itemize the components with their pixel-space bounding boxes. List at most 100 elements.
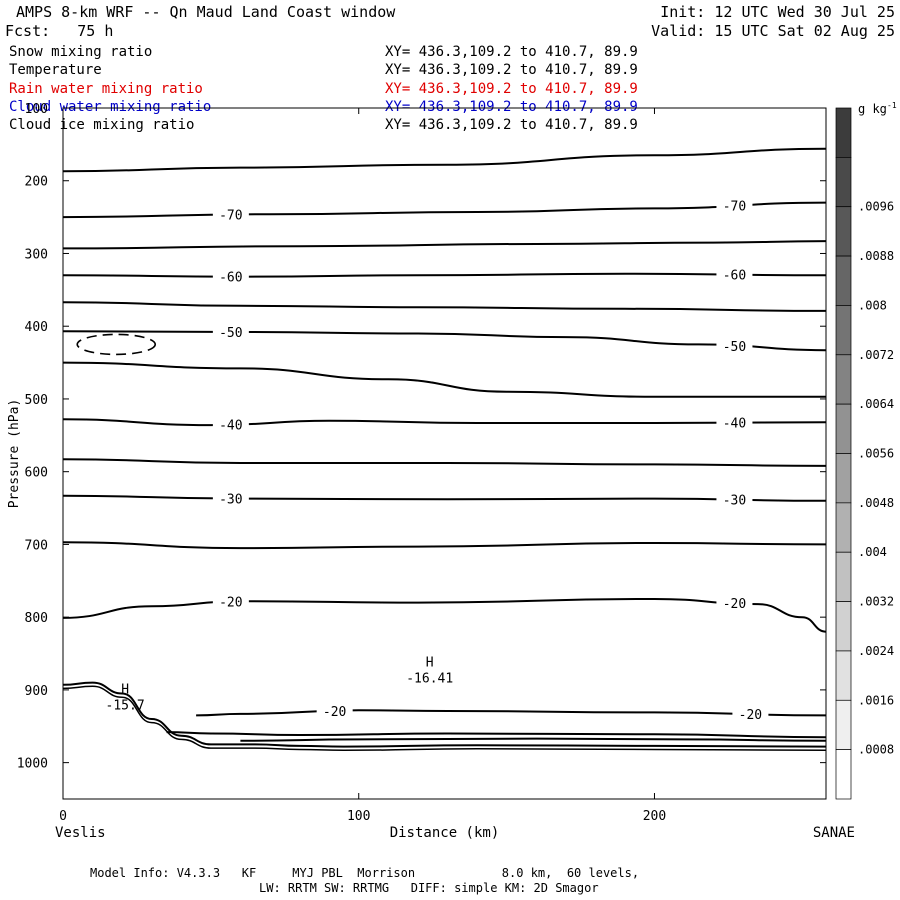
colorbar-segment — [835, 502, 852, 553]
isotherm-contour — [240, 737, 827, 742]
y-tick-label: 700 — [25, 538, 48, 553]
isotherm-contour — [62, 541, 827, 550]
contour-label-bg — [212, 323, 249, 339]
surface-contour — [62, 685, 827, 752]
isotherm-contour — [62, 201, 827, 219]
chart-title: AMPS 8-km WRF -- Qn Maud Land Coast wind… — [16, 3, 396, 21]
isotherm-contour — [62, 494, 827, 502]
x-tick-label: 100 — [347, 809, 370, 824]
right-location-label: SANAE — [813, 825, 855, 841]
colorbar-segment — [835, 354, 852, 405]
colorbar-unit-exponent: -1 — [887, 101, 897, 110]
contour-label: -50 — [219, 326, 242, 341]
colorbar-label: .008 — [858, 298, 887, 312]
contour-label-bg — [716, 491, 753, 507]
colorbar-label: .0032 — [858, 595, 894, 609]
contour-label: -40 — [219, 418, 242, 433]
contour-label: -40 — [723, 417, 746, 432]
field-name: Rain water mixing ratio — [9, 80, 203, 97]
extremum-type: H — [121, 683, 129, 698]
field-name: Cloud water mixing ratio — [9, 98, 212, 115]
field-xy: XY= 436.3,109.2 to 410.7, 89.9 — [385, 44, 638, 60]
colorbar-segment — [835, 551, 852, 602]
colorbar-label: .0064 — [858, 397, 894, 411]
isotherm-contour — [62, 458, 827, 467]
colorbar-label: .0048 — [858, 496, 894, 510]
extremum-type: H — [426, 656, 434, 671]
colorbar-unit: g kg — [858, 102, 887, 116]
colorbar-label: .004 — [858, 545, 887, 559]
colorbar-label: .0088 — [858, 249, 894, 263]
y-tick-label: 500 — [25, 393, 48, 408]
isotherm-contour — [62, 418, 827, 427]
y-tick-label: 600 — [25, 466, 48, 481]
isotherm-contour — [62, 330, 827, 352]
field-xy: XY= 436.3,109.2 to 410.7, 89.9 — [385, 117, 638, 134]
y-tick-label: 100 — [25, 102, 48, 117]
isotherm-contour — [62, 147, 827, 173]
contour-label: -70 — [219, 209, 242, 224]
colorbar-label: .0096 — [858, 200, 894, 214]
field-xy: XY= 436.3,109.2 to 410.7, 89.9 — [385, 62, 638, 79]
colorbar-segment — [835, 157, 852, 208]
colorbar-segment — [835, 107, 852, 158]
forecast-hour: Fcst: 75 h — [5, 22, 114, 40]
contour-label-bg — [716, 338, 753, 354]
contour-label: -60 — [219, 271, 242, 286]
colorbar-label: .0024 — [858, 644, 894, 658]
colorbar-segment — [835, 305, 852, 356]
colorbar-label: .0008 — [858, 743, 894, 757]
contour-label-bg — [732, 706, 769, 722]
contour-label-bg — [212, 593, 249, 609]
x-tick-label: 0 — [59, 809, 67, 824]
extremum-value: -15.7 — [106, 699, 145, 714]
y-tick-label: 300 — [25, 247, 48, 262]
contour-label: -20 — [723, 597, 746, 612]
colorbar-segment — [835, 699, 852, 750]
init-time: Init: 12 UTC Wed 30 Jul 25 — [660, 3, 895, 21]
y-tick-label: 900 — [25, 684, 48, 699]
contour-label-bg — [716, 266, 753, 282]
colorbar-label: .0072 — [858, 348, 894, 362]
contour-label-bg — [212, 416, 249, 432]
isotherm-contour — [62, 597, 827, 633]
colorbar-segment — [835, 206, 852, 257]
footer-model-info: Model Info: V4.3.3 KF MYJ PBL Morrison 8… — [90, 866, 640, 880]
x-tick-label: 200 — [643, 809, 666, 824]
y-tick-label: 1000 — [17, 757, 48, 772]
field-name: Snow mixing ratio — [9, 44, 153, 60]
extremum-value: -16.41 — [406, 672, 453, 687]
y-axis-label: Pressure (hPa) — [7, 399, 22, 509]
dashed-mixing-ratio-contour — [76, 333, 157, 356]
y-tick-label: 400 — [25, 320, 48, 335]
contour-label-bg — [716, 197, 753, 213]
contour-label: -20 — [323, 705, 346, 720]
contour-label-bg — [212, 490, 249, 506]
colorbar-segment — [835, 601, 852, 652]
contour-label: -70 — [723, 200, 746, 215]
contour-label: -30 — [219, 492, 242, 507]
y-tick-label: 800 — [25, 611, 48, 626]
isotherm-contour — [62, 240, 827, 250]
colorbar-segment — [835, 453, 852, 504]
isotherm-contour — [62, 272, 827, 278]
contour-label: -30 — [723, 494, 746, 509]
colorbar-label: .0056 — [858, 447, 894, 461]
contour-label-bg — [716, 594, 753, 610]
contour-label: -50 — [723, 340, 746, 355]
contour-label-bg — [212, 206, 249, 222]
field-name: Temperature — [9, 62, 102, 79]
colorbar-label: .0016 — [858, 693, 894, 707]
contour-label-bg — [316, 703, 353, 719]
x-axis-label: Distance (km) — [390, 825, 500, 841]
y-tick-label: 200 — [25, 175, 48, 190]
footer-physics-info: LW: RRTM SW: RRTMG DIFF: simple KM: 2D S… — [259, 881, 599, 895]
isotherm-contour — [166, 731, 827, 739]
isotherm-contour — [196, 709, 827, 717]
colorbar-segment — [835, 650, 852, 701]
isotherm-contour — [62, 361, 826, 398]
colorbar-segment — [835, 749, 852, 800]
isotherm-contour — [62, 301, 827, 312]
surface-contour — [62, 681, 827, 748]
